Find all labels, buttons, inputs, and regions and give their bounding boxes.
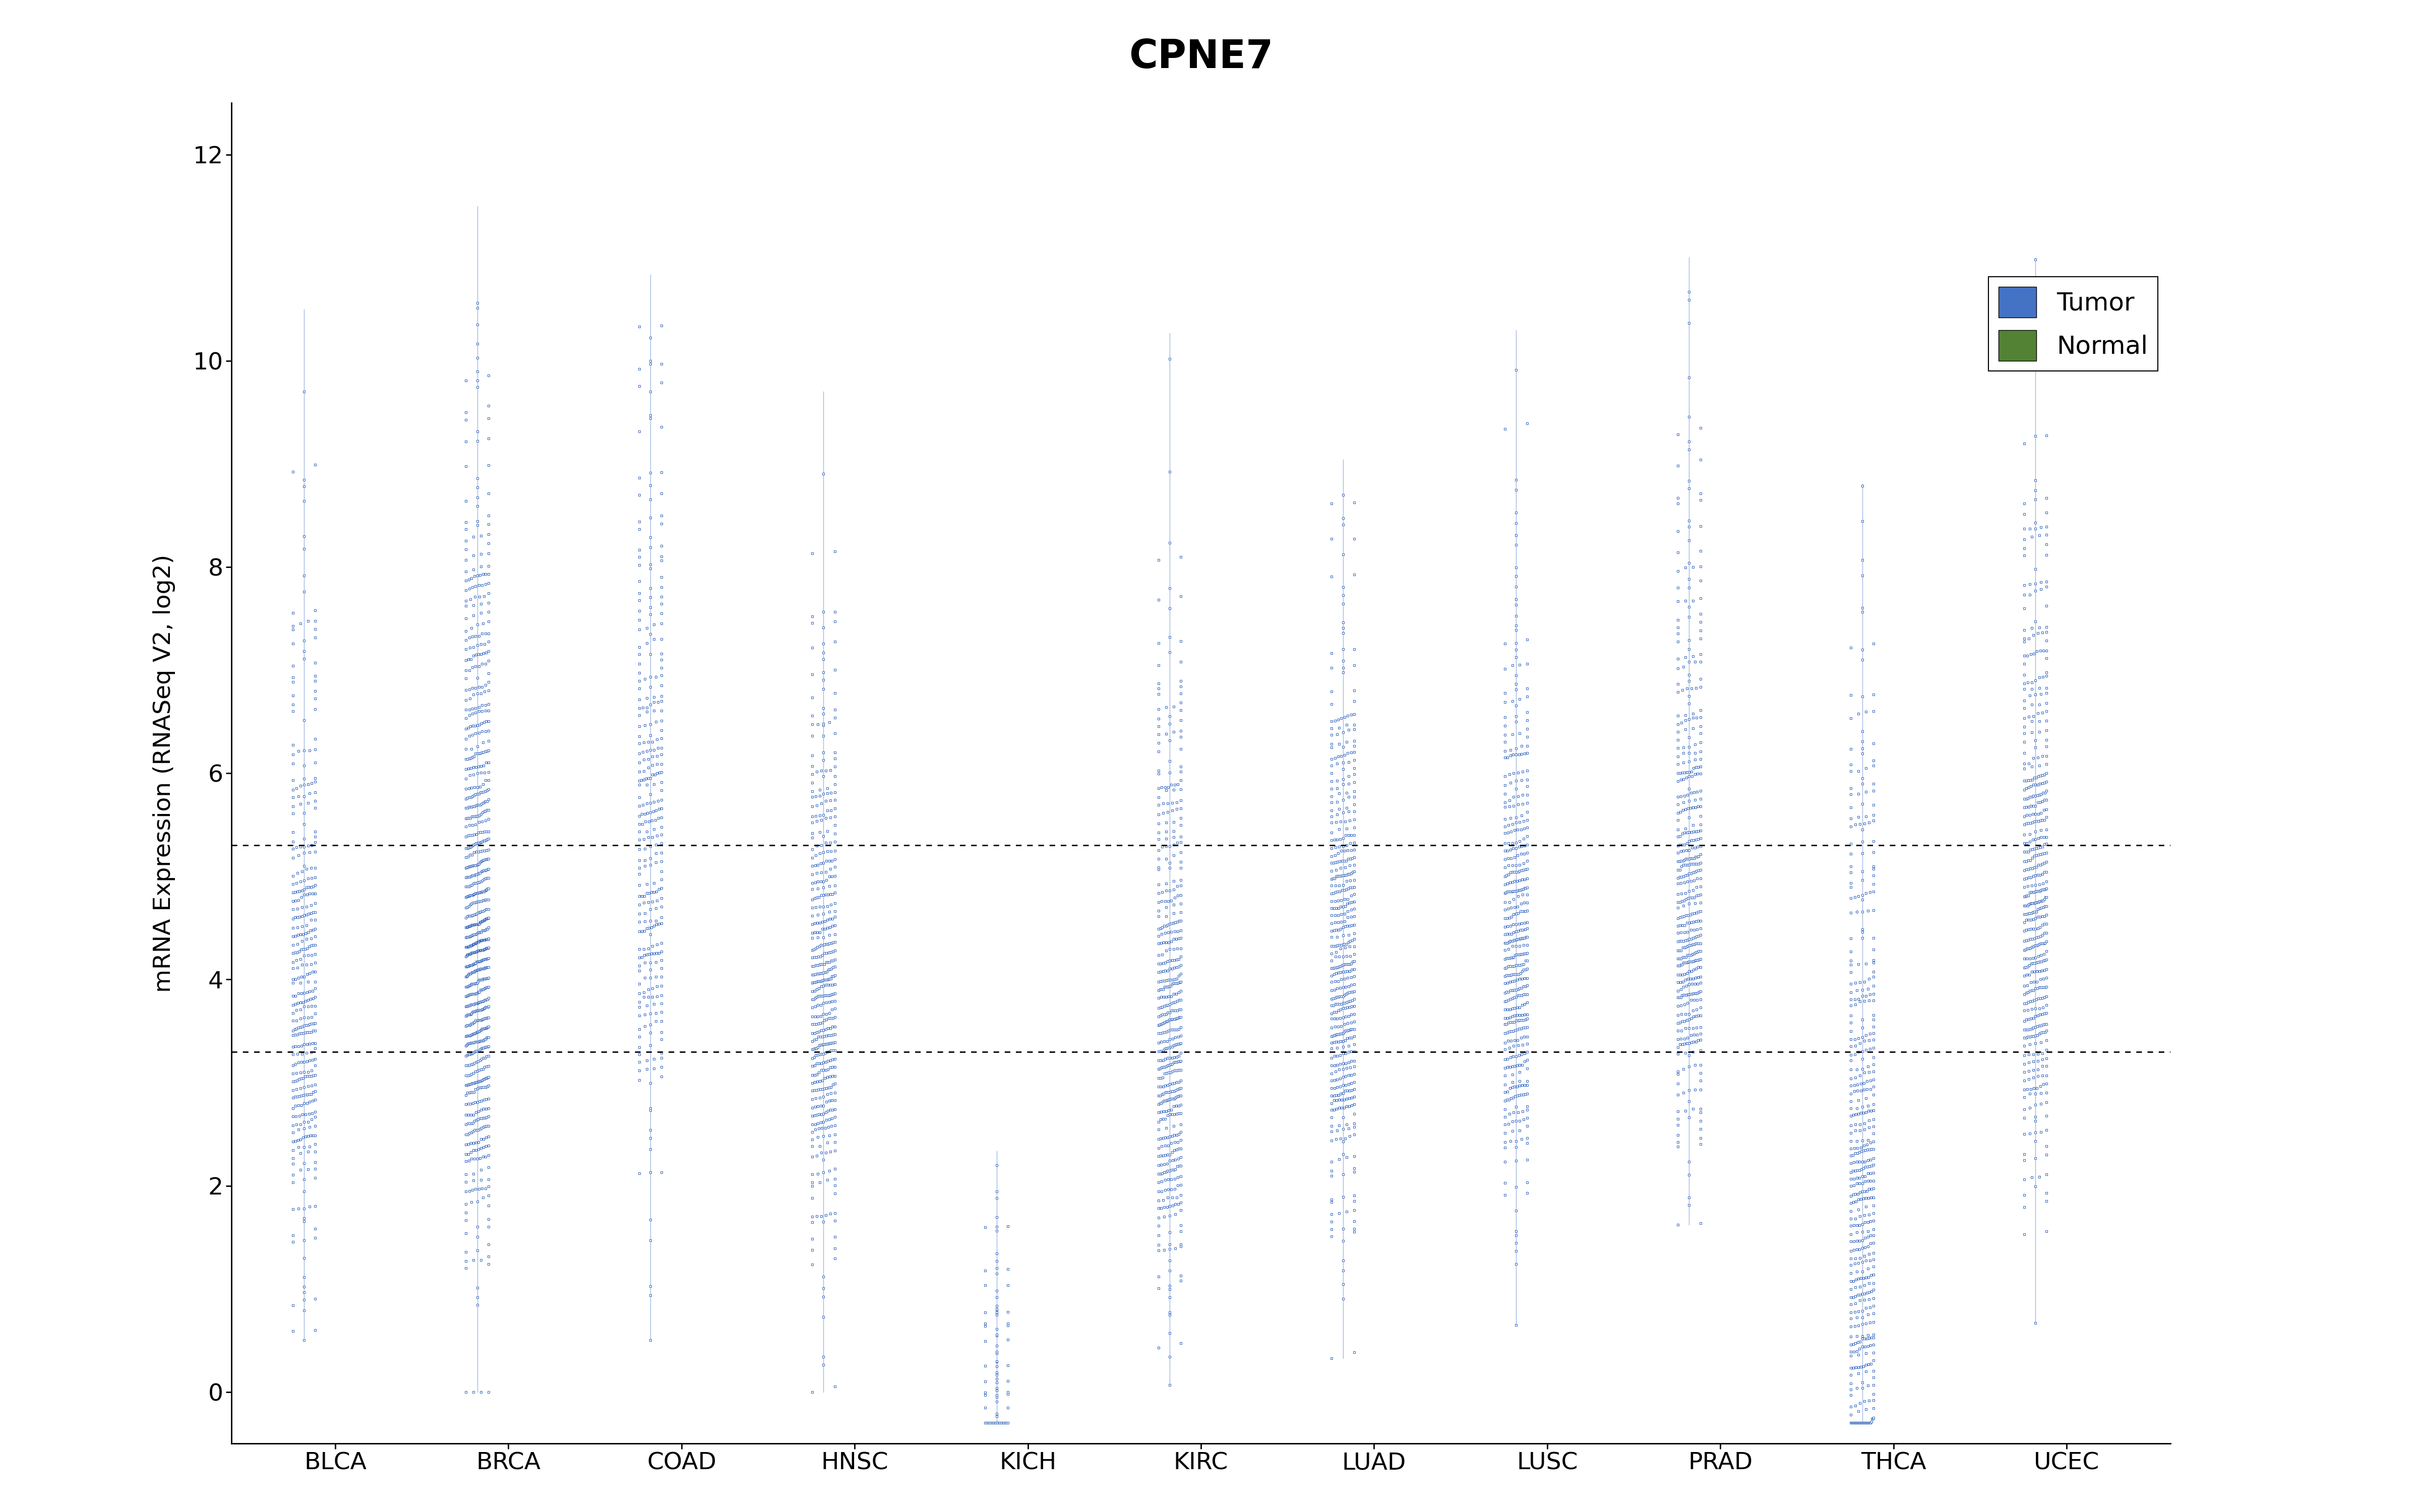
Y-axis label: mRNA Expression (RNASeq V2, log2): mRNA Expression (RNASeq V2, log2)	[152, 555, 174, 992]
Title: CPNE7: CPNE7	[1128, 38, 1273, 76]
Legend: Tumor, Normal: Tumor, Normal	[1989, 277, 2159, 370]
